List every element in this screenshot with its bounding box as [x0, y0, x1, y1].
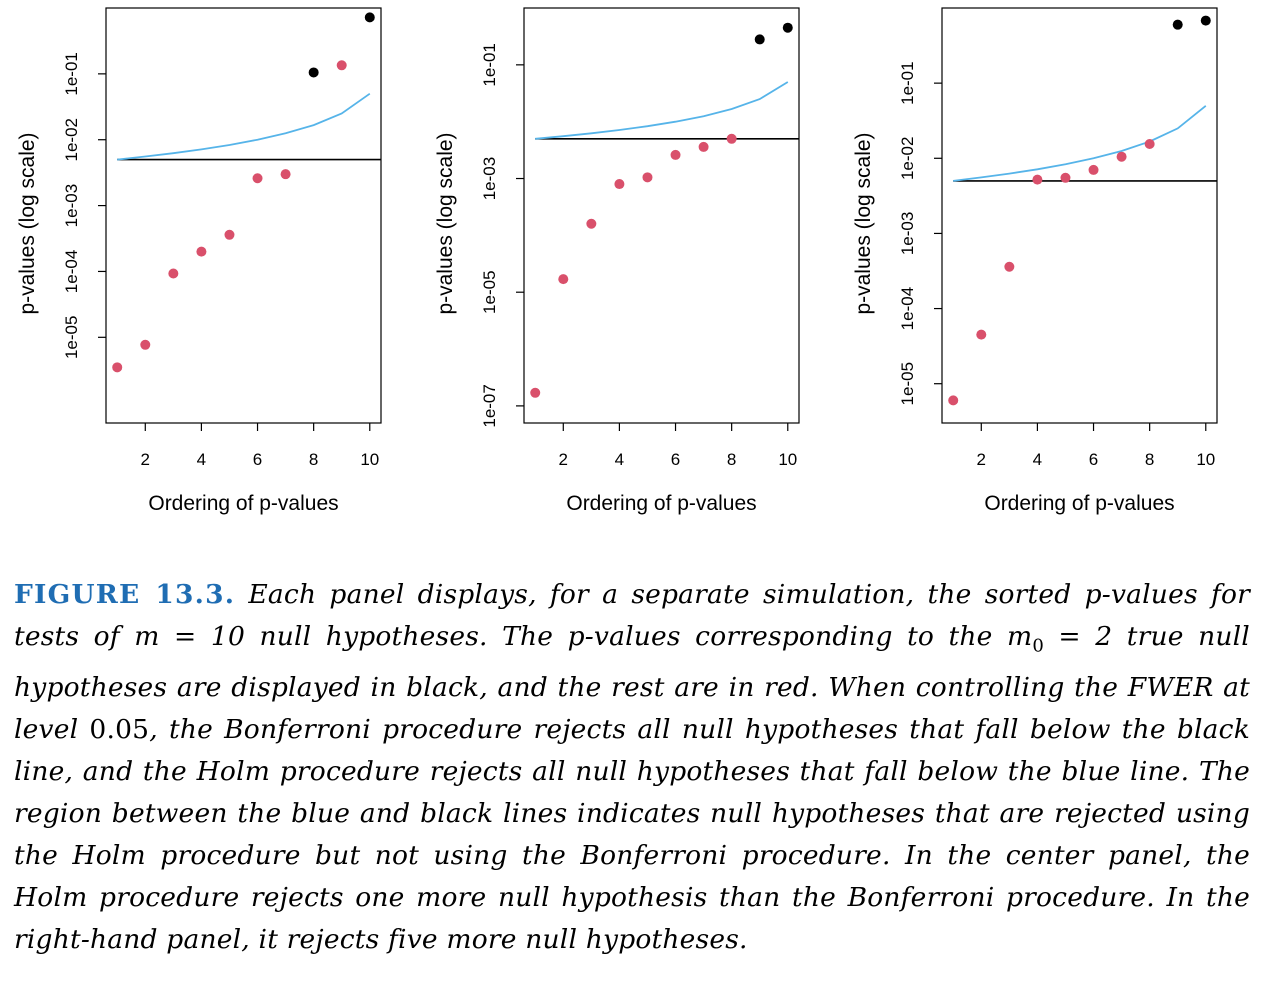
- false-null-point: [642, 172, 653, 183]
- y-tick-label: 1e-05: [480, 270, 499, 313]
- panel-1: 2 4 6 8 10 1e-05 1e-04 1e-03 1e-02 1e-01 Ordering …: [16, 7, 382, 515]
- x-tick-label: 10: [1196, 450, 1215, 469]
- true-null-point: [364, 12, 375, 23]
- x-tick-label: 2: [559, 450, 568, 469]
- figure-label: FIGURE 13.3.: [14, 579, 236, 610]
- true-null-point: [754, 34, 765, 45]
- holm-line: [953, 105, 1207, 182]
- x-tick-label: 10: [360, 450, 379, 469]
- caption-text-1: Each panel displays, for a separate simu…: [14, 579, 1250, 652]
- x-tick-label: 4: [197, 450, 206, 469]
- false-null-point: [614, 179, 625, 190]
- holm-line: [535, 81, 789, 140]
- false-null-point: [948, 395, 959, 406]
- y-tick-label: 1e-04: [898, 287, 917, 330]
- true-null-point: [1200, 15, 1211, 26]
- y-tick-label: 1e-03: [898, 212, 917, 255]
- caption-m: m: [134, 621, 160, 652]
- false-null-point: [1032, 174, 1043, 185]
- y-tick-label: 1e-01: [62, 52, 81, 95]
- x-tick-label: 4: [1033, 450, 1042, 469]
- x-tick-label: 4: [615, 450, 624, 469]
- true-null-point: [308, 67, 319, 78]
- true-null-point: [782, 22, 793, 33]
- false-null-point: [726, 133, 737, 144]
- false-null-point: [698, 141, 709, 152]
- false-null-point: [1060, 172, 1071, 183]
- false-null-point: [670, 149, 681, 160]
- y-tick-label: 1e-07: [480, 384, 499, 427]
- plot-frame: [941, 7, 1218, 424]
- x-tick-label: 10: [778, 450, 797, 469]
- false-null-point: [280, 169, 291, 180]
- y-tick-label: 1e-01: [898, 61, 917, 104]
- false-null-point: [196, 246, 207, 257]
- y-tick-label: 1e-03: [480, 157, 499, 200]
- x-tick-label: 8: [727, 450, 736, 469]
- caption-level: 0.05: [89, 714, 150, 746]
- false-null-point: [976, 329, 987, 340]
- false-null-point: [586, 218, 597, 229]
- false-null-point: [1144, 138, 1155, 149]
- y-tick-label: 1e-04: [62, 250, 81, 293]
- false-null-point: [1004, 261, 1015, 272]
- false-null-point: [1088, 164, 1099, 175]
- false-null-point: [224, 229, 235, 240]
- false-null-point: [558, 274, 569, 285]
- caption-text-3: = 2 true null hypotheses are displayed i…: [14, 621, 1250, 746]
- false-null-point: [336, 60, 347, 71]
- x-tick-label: 8: [1145, 450, 1154, 469]
- false-null-point: [1116, 151, 1127, 162]
- plot-frame: [523, 7, 800, 424]
- panel-2: 2 4 6 8 10 1e-07 1e-05 1e-03 1e-01 Ordering of p-…: [434, 7, 800, 515]
- x-axis-title: Ordering of p-values: [984, 492, 1174, 515]
- x-tick-label: 6: [1089, 450, 1098, 469]
- panel-3: 2 4 6 8 10 1e-05 1e-04 1e-03 1e-02 1e-01 Ordering …: [852, 7, 1218, 515]
- caption-m0-subscript: 0: [1032, 635, 1044, 657]
- three-panel-scatter-chart: 2 4 6 8 10 1e-05 1e-04 1e-03 1e-02 1e-01 Ordering …: [16, 7, 1218, 515]
- x-tick-label: 2: [977, 450, 986, 469]
- x-tick-label: 8: [309, 450, 318, 469]
- figure-panels: 2 4 6 8 10 1e-05 1e-04 1e-03 1e-02 1e-01 Ordering …: [16, 7, 1218, 515]
- false-null-point: [112, 362, 123, 373]
- x-axis-title: Ordering of p-values: [148, 492, 338, 515]
- y-tick-label: 1e-02: [62, 118, 81, 161]
- caption-m0: m: [1006, 621, 1033, 652]
- y-tick-label: 1e-05: [62, 316, 81, 359]
- false-null-point: [252, 173, 263, 184]
- y-tick-label: 1e-05: [898, 362, 917, 405]
- true-null-point: [1172, 19, 1183, 30]
- y-axis-title: p-values (log scale): [16, 132, 39, 314]
- y-tick-label: 1e-02: [898, 137, 917, 180]
- caption-text-4: , the Bonferroni procedure rejects all n…: [14, 714, 1250, 956]
- y-axis-title: p-values (log scale): [852, 132, 875, 314]
- y-tick-label: 1e-03: [62, 184, 81, 227]
- plot-frame: [105, 7, 382, 424]
- false-null-point: [140, 339, 151, 350]
- false-null-point: [530, 387, 541, 398]
- y-tick-label: 1e-01: [480, 43, 499, 86]
- x-tick-label: 6: [253, 450, 262, 469]
- x-axis-title: Ordering of p-values: [566, 492, 756, 515]
- holm-line: [117, 92, 371, 161]
- figure-caption: FIGURE 13.3. Each panel displays, for a …: [14, 574, 1250, 961]
- x-tick-label: 2: [141, 450, 150, 469]
- x-tick-label: 6: [671, 450, 680, 469]
- false-null-point: [168, 268, 179, 279]
- y-axis-title: p-values (log scale): [434, 132, 457, 314]
- caption-text-2: = 10 null hypotheses. The p-values corre…: [159, 621, 1007, 652]
